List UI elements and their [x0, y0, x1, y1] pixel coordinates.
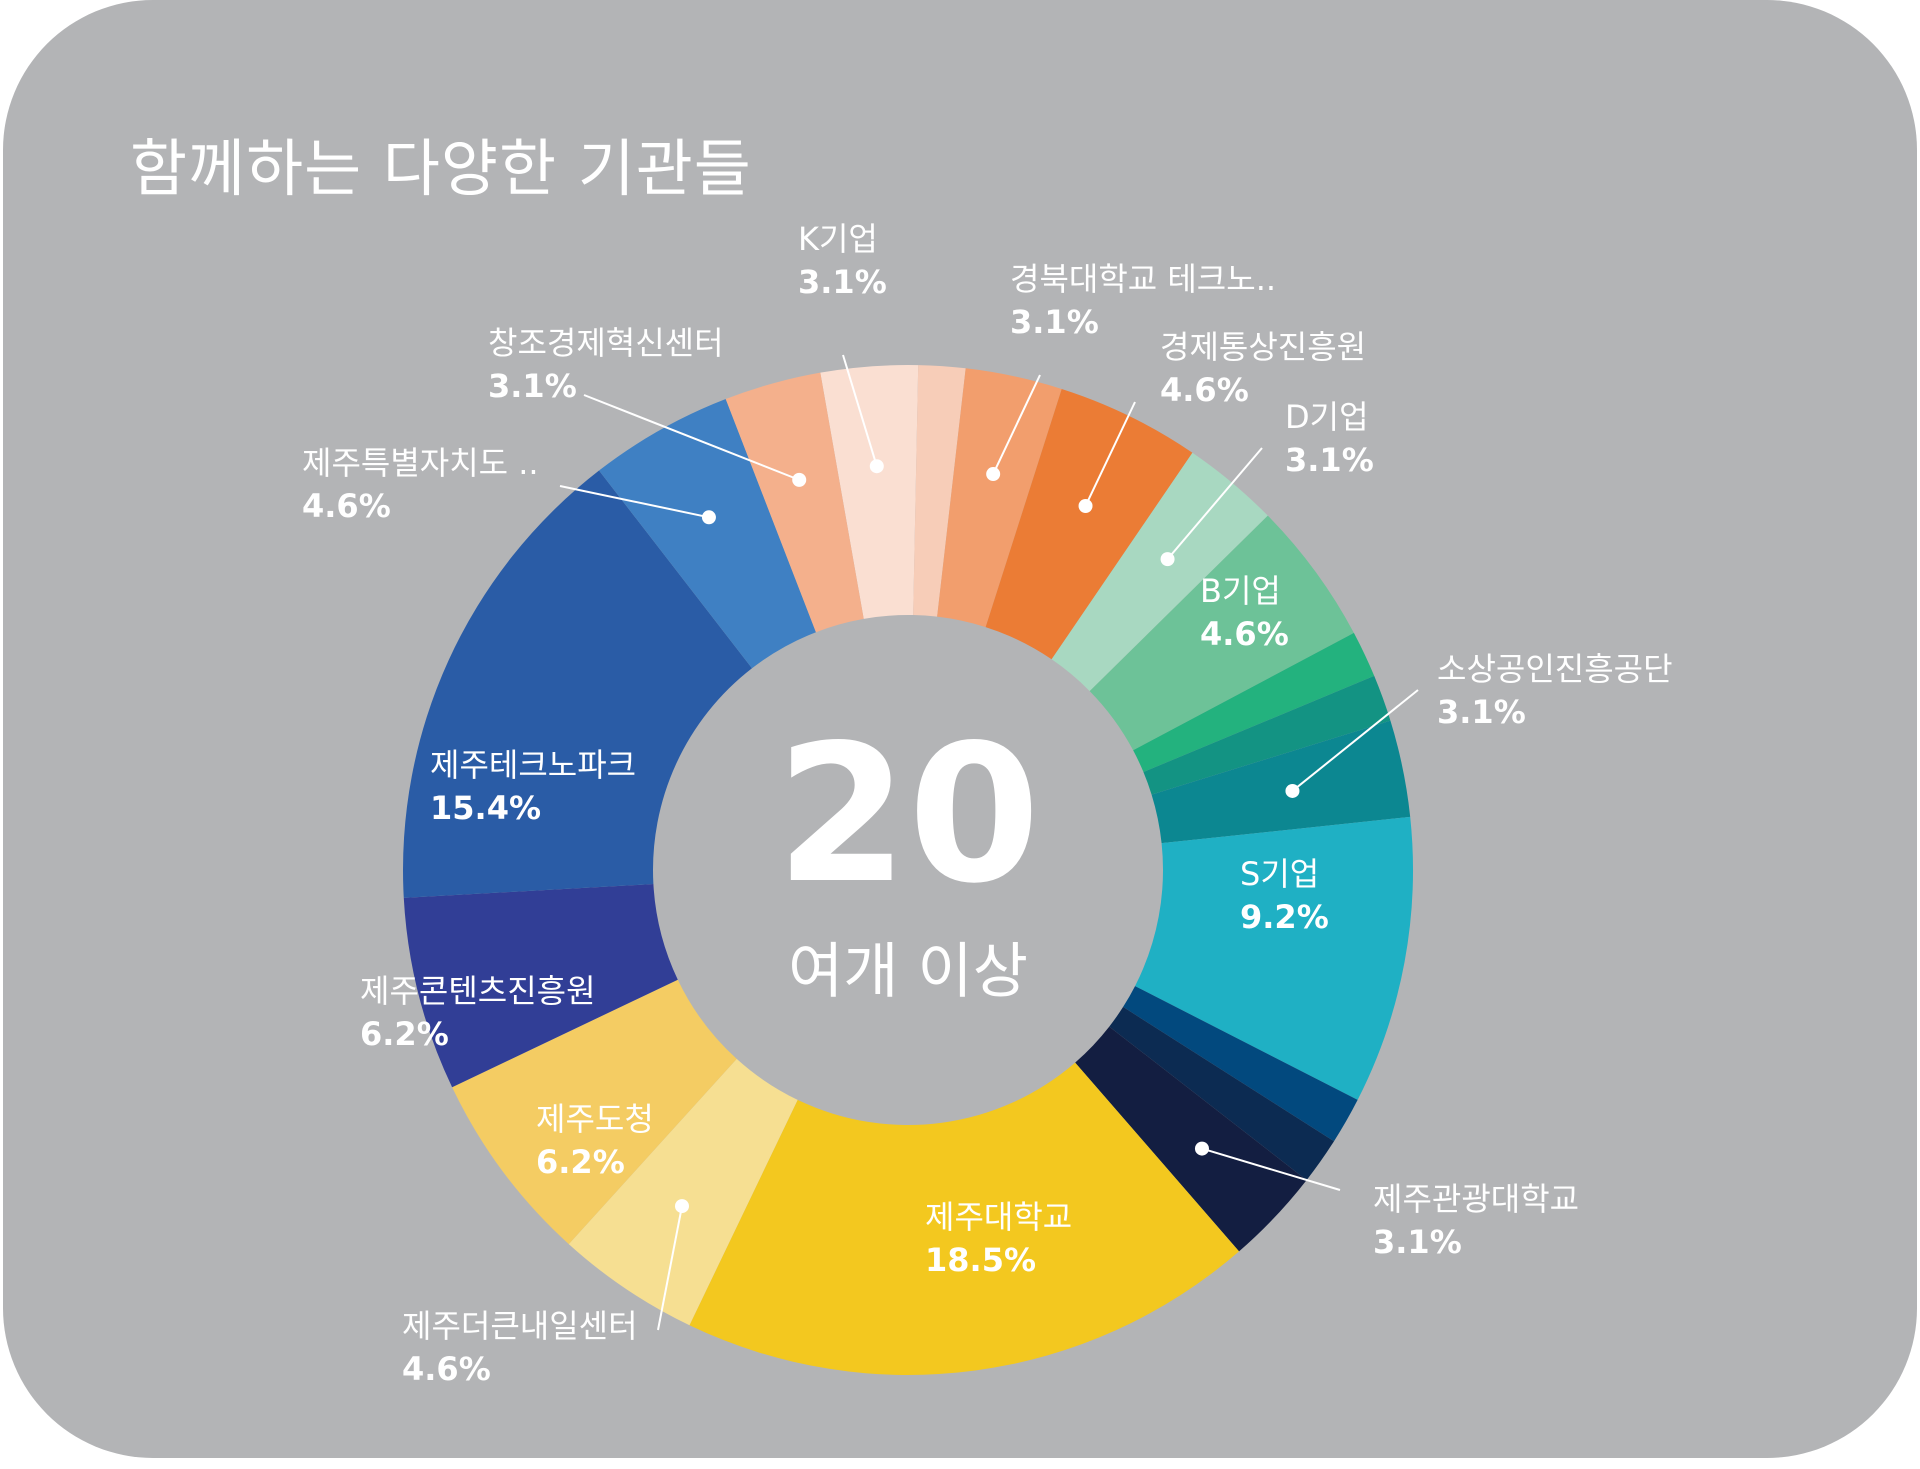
donut-slice [985, 388, 1193, 660]
donut-slice [1151, 720, 1411, 844]
donut-slice [820, 364, 919, 619]
donut-slice [1133, 632, 1375, 773]
slice-label-percent: 3.1% [798, 263, 887, 301]
labels-layer: K기업 3.1% 경북대학교 테크노.. 3.1% 경제통상진흥원 4.6% D기업 3.1%… [302, 220, 1673, 1388]
donut-slice [568, 1058, 798, 1326]
slice-label-name: 제주관광대학교 [1373, 1180, 1579, 1218]
slice-label-name: 소상공인진흥공단 [1437, 650, 1673, 688]
leader-dot [986, 467, 1001, 482]
donut-slice [725, 372, 864, 633]
slice-label-percent: 15.4% [430, 789, 541, 827]
donut-slice [913, 365, 966, 617]
leader-dot [674, 1199, 689, 1214]
slice-label-name: 제주특별자치도 .. [302, 444, 539, 482]
slice-label-percent: 3.1% [1373, 1223, 1462, 1261]
leader-line [657, 1205, 683, 1331]
donut-slice [937, 368, 1062, 628]
leader-dot [1194, 1141, 1209, 1156]
center-number: 20 [776, 704, 1040, 925]
leader-line [559, 485, 710, 519]
leader-line [1291, 689, 1419, 792]
leader-dot [701, 510, 716, 525]
slice-label-name: 경북대학교 테크노.. [1010, 260, 1276, 298]
leaders-layer [559, 354, 1419, 1331]
donut-slice [689, 1062, 1240, 1375]
leader-line [583, 394, 800, 481]
donut-slice [1075, 1026, 1307, 1252]
donut-slice [1109, 1006, 1335, 1181]
donut-slice [599, 399, 816, 669]
slice-label-percent: 3.1% [488, 367, 577, 405]
leader-dot [869, 459, 884, 474]
donut-slice [1089, 515, 1354, 751]
slice-label-percent: 4.6% [1160, 371, 1249, 409]
slice-label-percent: 4.6% [402, 1350, 491, 1388]
slice-label-name: B기업 [1200, 572, 1281, 610]
page-title: 함께하는 다양한 기관들 [130, 132, 752, 205]
leader-line [1166, 447, 1263, 560]
slice-label-percent: 6.2% [536, 1143, 625, 1181]
slice-label-name: 제주테크노파크 [430, 746, 636, 784]
slice-label-name: 제주대학교 [925, 1198, 1072, 1236]
slice-label-name: 제주더큰내일센터 [402, 1307, 638, 1345]
slice-label-percent: 4.6% [1200, 615, 1289, 653]
leader-dot [1285, 783, 1300, 798]
slice-label-percent: 18.5% [925, 1241, 1036, 1279]
slice-label-name: K기업 [798, 220, 878, 258]
donut-slice [1051, 452, 1268, 692]
slice-label-name: 제주콘텐츠진흥원 [360, 972, 596, 1010]
donut-slice [1123, 986, 1358, 1142]
center-subtitle: 여개 이상 [788, 937, 1028, 1007]
leader-dot [1160, 552, 1175, 567]
slice-label-percent: 3.1% [1285, 441, 1374, 479]
donut-slice [403, 884, 678, 1088]
leader-line [1084, 401, 1136, 507]
leader-line [842, 354, 878, 467]
leader-dot [1078, 498, 1093, 513]
slice-label-percent: 3.1% [1010, 303, 1099, 341]
leader-line [992, 374, 1041, 475]
leader-line [1201, 1147, 1341, 1191]
slice-label-percent: 4.6% [302, 487, 391, 525]
slice-label-name: 경제통상진흥원 [1160, 328, 1366, 366]
slice-label-name: S기업 [1240, 855, 1319, 893]
slice-label-name: D기업 [1285, 398, 1369, 436]
slice-label-name: 창조경제혁신센터 [488, 324, 724, 362]
donut-slice [1135, 816, 1413, 1100]
slice-label-name: 제주도청 [536, 1100, 654, 1138]
slice-label-percent: 9.2% [1240, 898, 1329, 936]
slices-layer [403, 364, 1413, 1375]
slice-label-percent: 6.2% [360, 1015, 449, 1053]
donut-slice [452, 979, 737, 1245]
leader-dot [792, 472, 807, 487]
donut-slice [403, 470, 752, 898]
slice-label-percent: 3.1% [1437, 693, 1526, 731]
donut-slice [1143, 675, 1391, 795]
